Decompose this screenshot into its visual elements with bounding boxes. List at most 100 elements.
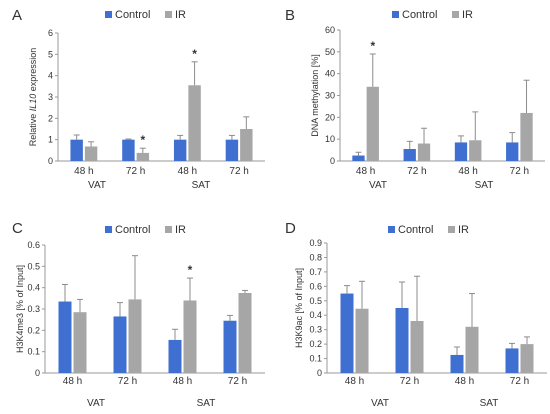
y-tick-label: 0.3	[309, 325, 322, 335]
x-tick-label: 48 h	[74, 166, 93, 177]
x-tick-label: 48 h	[173, 376, 192, 387]
legend: Control IR	[105, 224, 186, 236]
y-tick-label: 0.2	[27, 325, 40, 335]
bar-ir	[188, 85, 201, 161]
y-tick-label: 60	[325, 25, 335, 35]
x-tick-label: 72 h	[510, 376, 529, 387]
y-tick-label: 0.5	[309, 296, 322, 306]
y-tick-label: 0	[48, 156, 53, 166]
legend-label-ir: IR	[462, 9, 473, 21]
legend-label-control: Control	[398, 224, 433, 236]
y-tick-label: 0.7	[309, 267, 322, 277]
y-tick-label: 0.5	[27, 261, 40, 271]
x-tick-label: 48 h	[63, 376, 82, 387]
bar-ir	[520, 112, 533, 161]
bar-control	[395, 308, 409, 373]
bar-control	[506, 142, 519, 161]
legend-swatch-ir	[165, 226, 172, 233]
legend-swatch-ir	[165, 11, 172, 18]
bar-ir	[240, 129, 253, 161]
y-tick-label: 10	[325, 134, 335, 144]
y-tick-label: 0.6	[27, 240, 40, 250]
legend-swatch-ir	[448, 226, 455, 233]
legend: Control IR	[105, 9, 186, 21]
y-tick-label: 0	[35, 368, 40, 378]
x-tick-label: 72 h	[228, 376, 247, 387]
group-label-vat: VAT	[88, 180, 106, 191]
y-axis-label: H3K9ac [% of Input]	[294, 268, 304, 348]
significance-mark: *	[140, 133, 145, 147]
legend-swatch-control	[105, 11, 112, 18]
group-label-sat: SAT	[197, 398, 216, 409]
group-label-sat: SAT	[475, 180, 494, 191]
legend-swatch-control	[388, 226, 395, 233]
y-axis-label-part: Relative	[28, 111, 38, 146]
panel-d: D Control IR 0 0.1 0.2 0.3 0.4 0.5 0.6 0.7 0.8 0.9 H3…	[285, 220, 547, 409]
x-tick-label: 72 h	[510, 166, 529, 177]
y-axis-label-gene: IL10	[28, 94, 38, 112]
y-axis-label: Relative IL10 expression	[28, 48, 38, 147]
group-label-vat: VAT	[369, 180, 387, 191]
y-tick-label: 0.4	[27, 283, 40, 293]
panel-b: B Control IR 0 10 20 30 40 50 60 DNA methylation […	[285, 7, 545, 191]
bar-control	[70, 139, 83, 161]
legend-swatch-ir	[452, 11, 459, 18]
group-label-sat: SAT	[192, 180, 211, 191]
significance-mark: *	[192, 47, 197, 61]
legend-label-control: Control	[115, 9, 150, 21]
bar-ir	[128, 299, 142, 373]
y-tick-label: 50	[325, 47, 335, 57]
legend: Control IR	[388, 224, 469, 236]
y-axis-label: H3K4me3 [% of Input]	[15, 265, 25, 353]
group-label-vat: VAT	[87, 398, 105, 409]
bar-ir	[469, 140, 482, 161]
x-tick-label: 48 h	[356, 166, 375, 177]
x-tick-label: 72 h	[400, 376, 419, 387]
bar-ir	[520, 344, 534, 373]
bar-control	[454, 142, 468, 161]
y-tick-label: 0.9	[309, 238, 322, 248]
y-axis-label-part: expression	[28, 48, 38, 94]
bar-ir	[73, 312, 87, 373]
y-tick-label: 20	[325, 112, 335, 122]
legend-label-control: Control	[402, 9, 437, 21]
x-tick-label: 72 h	[126, 166, 145, 177]
bar-control	[223, 320, 237, 373]
x-tick-label: 48 h	[345, 376, 364, 387]
y-tick-label: 0.4	[309, 310, 322, 320]
x-tick-label: 48 h	[455, 376, 474, 387]
bar-ir	[417, 143, 431, 161]
panel-c: C Control IR 0 0.1 0.2 0.3 0.4 0.5 0.6 H3K4me3 [% …	[12, 220, 265, 409]
bar-ir	[238, 293, 252, 373]
legend-label-ir: IR	[175, 9, 186, 21]
y-tick-label: 0	[317, 368, 322, 378]
bar-control	[352, 155, 365, 161]
legend-label-ir: IR	[175, 224, 186, 236]
y-tick-label: 0.2	[309, 339, 322, 349]
panel-letter: C	[12, 220, 23, 237]
panel-letter: D	[285, 220, 296, 237]
bar-ir	[465, 326, 479, 373]
legend-label-control: Control	[115, 224, 150, 236]
significance-mark: *	[370, 39, 375, 53]
y-tick-label: 4	[48, 71, 53, 81]
bar-control	[403, 148, 416, 161]
x-tick-label: 72 h	[118, 376, 137, 387]
group-label-sat: SAT	[480, 398, 499, 409]
bar-ir	[410, 321, 424, 373]
x-tick-label: 72 h	[407, 166, 426, 177]
y-tick-label: 2	[48, 113, 53, 123]
panel-letter: B	[285, 7, 295, 24]
x-tick-label: 72 h	[229, 166, 248, 177]
legend: Control IR	[392, 9, 473, 21]
x-tick-label: 48 h	[178, 166, 197, 177]
bar-control	[58, 301, 72, 373]
bar-control	[505, 348, 519, 373]
bar-ir	[84, 146, 98, 161]
y-tick-label: 0	[330, 156, 335, 166]
bar-control	[225, 139, 239, 161]
y-axis-label: DNA methylation [%]	[310, 54, 320, 137]
y-tick-label: 0.1	[27, 347, 40, 357]
y-tick-label: 0.6	[309, 281, 322, 291]
